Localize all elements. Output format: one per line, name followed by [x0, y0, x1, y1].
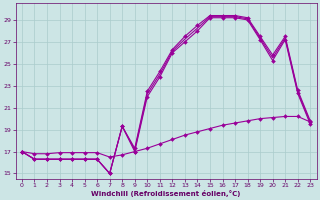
X-axis label: Windchill (Refroidissement éolien,°C): Windchill (Refroidissement éolien,°C)	[92, 190, 241, 197]
